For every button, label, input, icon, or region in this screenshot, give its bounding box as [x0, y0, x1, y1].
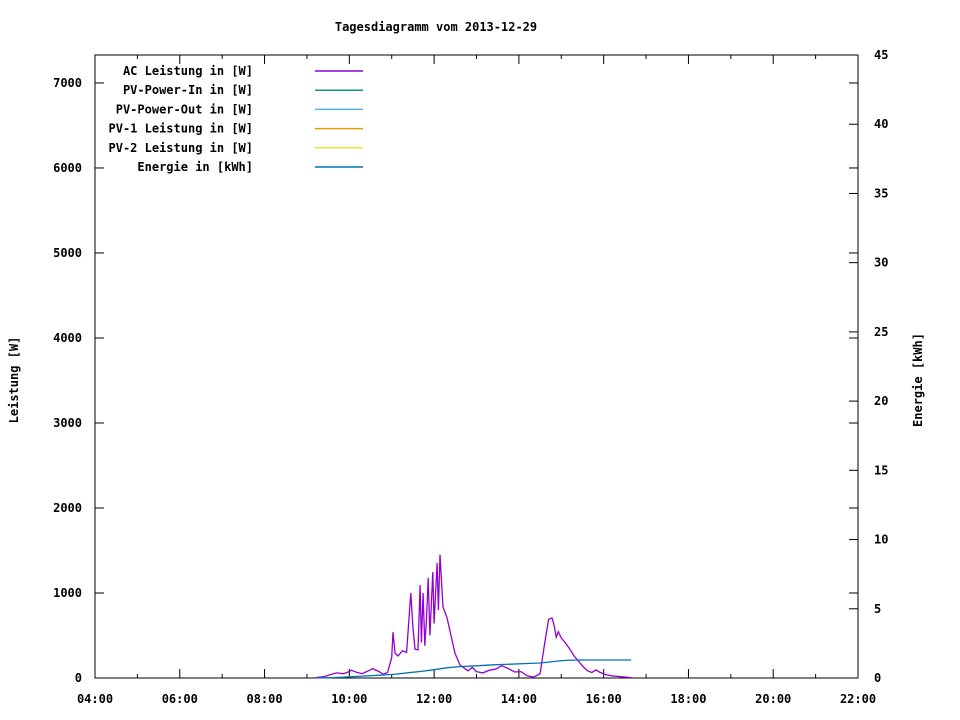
tick-label: 6000	[53, 161, 82, 175]
legend-label: PV-2 Leistung in [W]	[109, 141, 254, 155]
y-right-axis-title: Energie [kWh]	[911, 333, 925, 427]
tick-label: 35	[874, 186, 888, 200]
tick-label: 08:00	[246, 692, 282, 706]
tick-label: 0	[75, 671, 82, 685]
legend-label: Energie in [kWh]	[137, 160, 253, 174]
tick-label: 18:00	[670, 692, 706, 706]
tick-label: 20	[874, 394, 888, 408]
tick-label: 5	[874, 602, 881, 616]
tick-label: 15	[874, 463, 888, 477]
tick-label: 12:00	[416, 692, 452, 706]
tick-label: 16:00	[586, 692, 622, 706]
tick-label: 0	[874, 671, 881, 685]
tick-label: 5000	[53, 246, 82, 260]
tick-label: 10	[874, 533, 888, 547]
tick-label: 06:00	[162, 692, 198, 706]
legend-label: PV-Power-Out in [W]	[116, 102, 253, 116]
tick-label: 25	[874, 325, 888, 339]
tick-label: 10:00	[331, 692, 367, 706]
tick-label: 2000	[53, 501, 82, 515]
y-left-axis-title: Leistung [W]	[7, 337, 21, 424]
tick-label: 22:00	[840, 692, 876, 706]
tick-label: 7000	[53, 76, 82, 90]
tick-label: 40	[874, 117, 888, 131]
tick-label: 1000	[53, 586, 82, 600]
legend-label: PV-Power-In in [W]	[123, 83, 253, 97]
x-axis: 04:00 06:00 08:00 10:00 12:00 14:00 16:00 18:00…	[77, 55, 876, 706]
axis-titles: Leistung [W] Energie [kWh]	[7, 333, 925, 427]
legend-label: AC Leistung in [W]	[123, 64, 253, 78]
tick-label: 45	[874, 48, 888, 62]
series-ac-leistung-in-w	[315, 554, 632, 679]
chart-title: Tagesdiagramm vom 2013-12-29	[334, 20, 538, 34]
legend: AC Leistung in [W] PV-Power-In in [W] PV-P…	[109, 64, 363, 174]
y-axis-right: 0 5 10 15 20 25 30 35 40 45	[849, 48, 888, 685]
tick-label: 3000	[53, 416, 82, 430]
tick-label: 04:00	[77, 692, 113, 706]
tick-label: 4000	[53, 331, 82, 345]
legend-label: PV-1 Leistung in [W]	[109, 122, 254, 136]
tick-label: 30	[874, 256, 888, 270]
tick-label: 14:00	[501, 692, 537, 706]
series-energie-in-kwh	[315, 659, 632, 679]
tick-label: 20:00	[755, 692, 791, 706]
y-axis-left: 0 1000 2000 3000 4000 5000 6000 7000	[53, 76, 858, 685]
